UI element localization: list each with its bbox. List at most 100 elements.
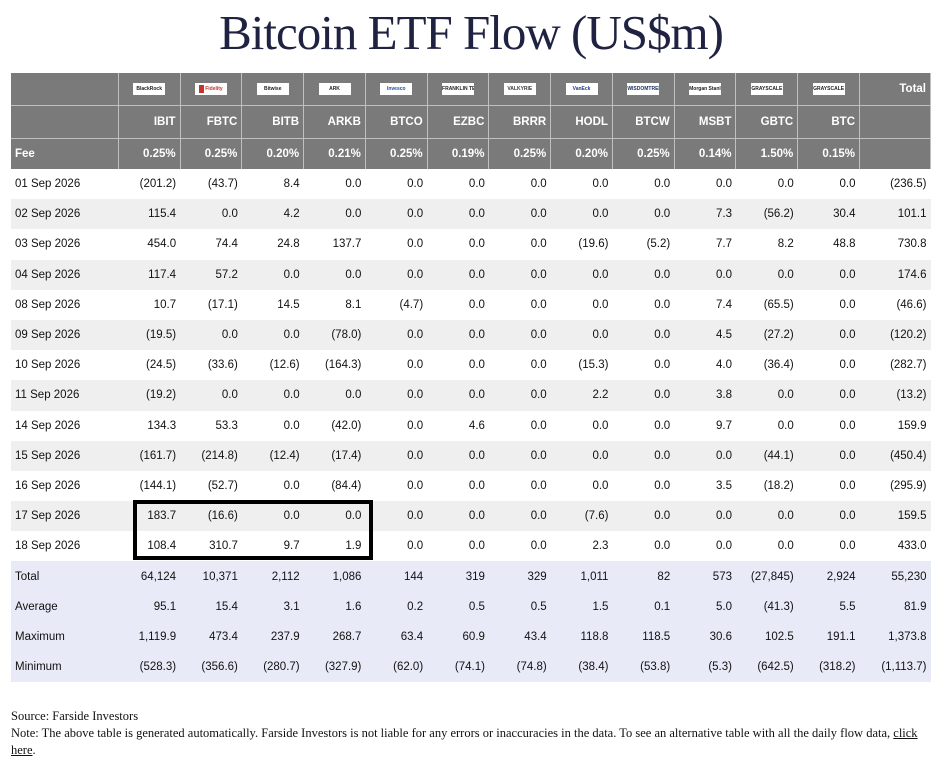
etf-flow-table: BlackRock Fidelity Bitwise ARK Invesco F…	[11, 73, 931, 683]
flow-cell: (161.7)	[118, 440, 181, 471]
date-cell: 01 Sep 2026	[11, 169, 119, 200]
flow-cell: 0.0	[427, 501, 489, 532]
flow-cell: 9.7	[241, 531, 304, 562]
flow-cell: 0.0	[365, 199, 428, 230]
flow-cell: 137.7	[303, 229, 366, 260]
morgan-stanley-logo-icon: Morgan Stanley	[689, 82, 722, 95]
flow-cell: 0.0	[488, 410, 551, 441]
flow-cell: (18.2)	[735, 470, 798, 502]
ticker-header: HODL	[550, 105, 613, 139]
flow-cell: 108.4	[118, 531, 181, 562]
flow-cell: 0.0	[735, 259, 798, 290]
fee-value: 0.25%	[612, 138, 675, 169]
flow-cell: 118.5	[612, 621, 675, 652]
flow-cell: 95.1	[118, 591, 181, 622]
ticker-row: IBIT FBTC BITB ARKB BTCO EZBC BRRR HODL …	[11, 105, 931, 139]
flow-cell: 0.0	[797, 410, 860, 441]
flow-cell: 4.0	[674, 350, 736, 381]
flow-cell: 0.0	[427, 169, 489, 200]
flow-cell: (43.7)	[180, 169, 242, 200]
flow-cell: 0.0	[797, 440, 860, 471]
flow-cell: 0.0	[488, 259, 551, 290]
date-cell: 02 Sep 2026	[11, 199, 119, 230]
table-row: 18 Sep 2026 108.4 310.7 9.7 1.9 0.0 0.0 0.0 2.3 0…	[11, 531, 931, 562]
summary-label-cell: Maximum	[11, 621, 119, 652]
fee-value: 0.19%	[427, 138, 490, 169]
flow-cell: 0.0	[612, 350, 675, 381]
flow-cell: 4.2	[241, 199, 304, 230]
source-note: Source: Farside Investors	[11, 709, 139, 723]
flow-cell: (84.4)	[303, 470, 366, 502]
flow-cell: 10,371	[180, 561, 242, 592]
flow-cell: 0.0	[550, 289, 613, 320]
flow-cell: (280.7)	[241, 652, 304, 683]
flow-cell: 0.0	[427, 531, 489, 562]
ticker-header: ARKB	[303, 105, 366, 139]
flow-cell: 0.0	[427, 350, 489, 381]
flow-cell: (214.8)	[180, 440, 242, 471]
flow-cell: 0.0	[550, 410, 613, 441]
disclaimer-note: Note: The above table is generated autom…	[11, 725, 931, 759]
flow-cell: 63.4	[365, 621, 428, 652]
flow-cell: (36.4)	[735, 350, 798, 381]
date-cell: 11 Sep 2026	[11, 380, 119, 411]
flow-cell: (12.6)	[241, 350, 304, 381]
flow-cell: 0.0	[365, 470, 428, 502]
fee-value: 0.25%	[365, 138, 428, 169]
row-total-cell: (46.6)	[859, 289, 931, 320]
flow-cell: (642.5)	[735, 652, 798, 683]
table-row: 09 Sep 2026 (19.5) 0.0 0.0 (78.0) 0.0 0.0 0.0 0.…	[11, 319, 931, 351]
flow-cell: 1.5	[550, 591, 613, 622]
summary-label-cell: Average	[11, 591, 119, 622]
flow-cell: 0.0	[427, 440, 489, 471]
date-cell: 10 Sep 2026	[11, 350, 119, 381]
row-total-cell: (1,113.7)	[859, 652, 931, 683]
flow-cell: 0.0	[550, 259, 613, 290]
flow-cell: 0.0	[427, 259, 489, 290]
ticker-corner-cell	[11, 105, 119, 139]
flow-cell: 0.0	[427, 470, 489, 502]
flow-cell: 10.7	[118, 289, 181, 320]
flow-cell: 2,112	[241, 561, 304, 592]
issuer-logo-cell: WISDOMTREE	[612, 73, 675, 106]
date-cell: 15 Sep 2026	[11, 440, 119, 471]
flow-cell: 0.0	[241, 380, 304, 411]
flow-cell: 43.4	[488, 621, 551, 652]
table-row: 02 Sep 2026 115.4 0.0 4.2 0.0 0.0 0.0 0.0 0.0 0.0…	[11, 199, 931, 230]
flow-cell: 7.4	[674, 289, 736, 320]
flow-cell: (15.3)	[550, 350, 613, 381]
fee-value: 0.25%	[118, 138, 181, 169]
flow-cell: 0.0	[365, 229, 428, 260]
flow-cell: 3.1	[241, 591, 304, 622]
flow-cell: (19.5)	[118, 319, 181, 351]
date-cell: 18 Sep 2026	[11, 531, 119, 562]
summary-row: Total 64,124 10,371 2,112 1,086 144 319 329 1,01…	[11, 561, 931, 592]
flow-cell: 0.0	[303, 380, 366, 411]
table-row: 04 Sep 2026 117.4 57.2 0.0 0.0 0.0 0.0 0.0 0.0 0.…	[11, 259, 931, 290]
flow-cell: 268.7	[303, 621, 366, 652]
flow-cell: 0.0	[180, 319, 242, 351]
flow-cell: 0.0	[550, 199, 613, 230]
flow-cell: (318.2)	[797, 652, 860, 683]
flow-cell: 0.0	[488, 199, 551, 230]
summary-table-body: Total 64,124 10,371 2,112 1,086 144 319 329 1,01…	[11, 561, 931, 683]
flow-cell: 82	[612, 561, 675, 592]
flow-cell: (27.2)	[735, 319, 798, 351]
flow-cell: (201.2)	[118, 169, 181, 200]
vaneck-logo-icon: VanEck	[565, 82, 598, 95]
flow-cell: 0.0	[612, 289, 675, 320]
flow-cell: 0.0	[674, 501, 736, 532]
disclaimer-end: .	[32, 743, 36, 757]
flow-cell: 0.0	[303, 199, 366, 230]
flow-cell: (65.5)	[735, 289, 798, 320]
alternative-table-link[interactable]: click here	[11, 726, 918, 757]
flow-cell: (356.6)	[180, 652, 242, 683]
flow-cell: 0.0	[241, 470, 304, 502]
blackrock-logo-icon: BlackRock	[133, 82, 166, 95]
summary-row: Minimum (528.3) (356.6) (280.7) (327.9) (62.0…	[11, 652, 931, 683]
issuer-logo-cell: Morgan Stanley	[674, 73, 737, 106]
flow-cell: 0.0	[427, 319, 489, 351]
flow-cell: (5.3)	[674, 652, 736, 683]
flow-cell: 0.0	[735, 380, 798, 411]
flow-cell: 0.0	[427, 289, 489, 320]
